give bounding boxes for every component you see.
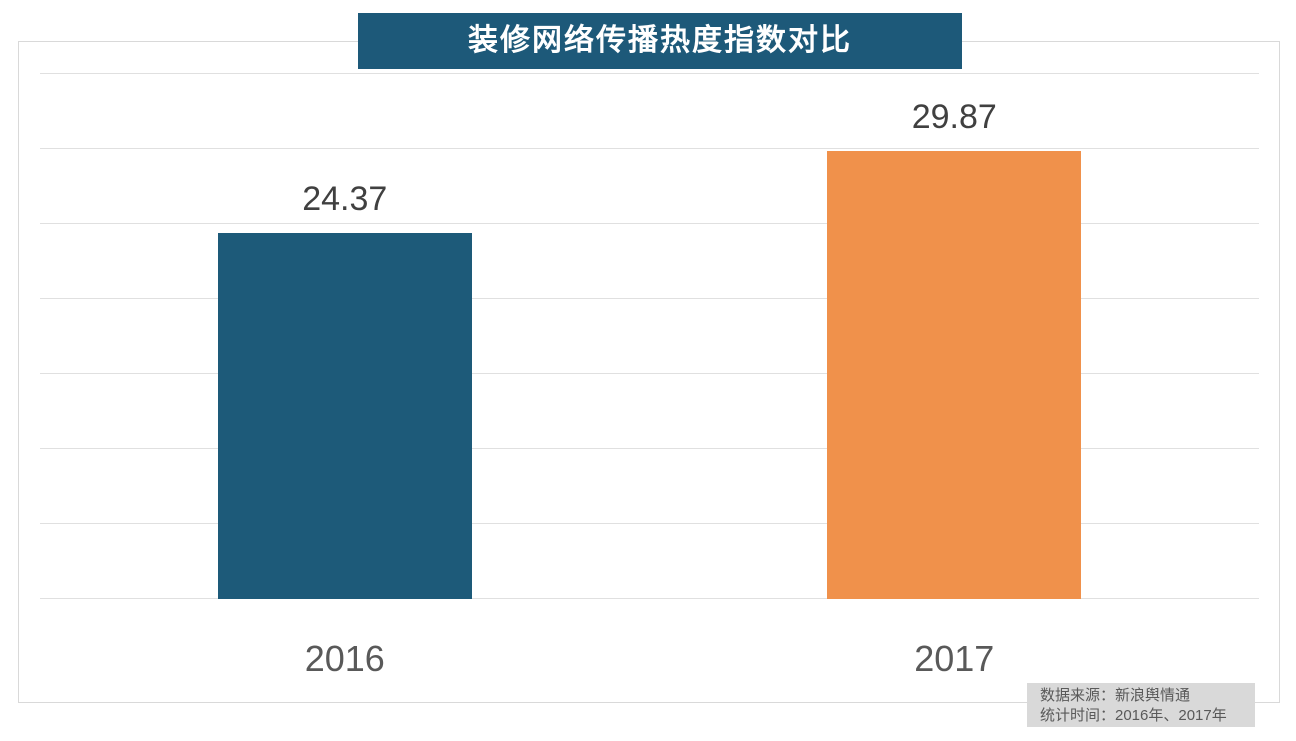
gridline-15 — [40, 373, 1259, 374]
source-line-datasource: 数据来源：新浪舆情通 — [1040, 687, 1191, 704]
gridline-25 — [40, 223, 1259, 224]
chart-title: 装修网络传播热度指数对比 — [468, 24, 852, 57]
category-label-2017: 2017 — [914, 638, 995, 679]
gridline-20 — [40, 298, 1259, 299]
source-note-box: 数据来源：新浪舆情通 统计时间：2016年、2017年 — [1027, 683, 1255, 727]
value-label-2016: 24.37 — [302, 180, 388, 219]
plot-area: 24.37 2016 29.87 2017 — [40, 73, 1259, 677]
gridline-35 — [40, 73, 1259, 74]
bar-2016 — [217, 233, 472, 599]
gridline-0 — [40, 598, 1259, 599]
gridline-30 — [40, 148, 1259, 149]
chart-frame: 24.37 2016 29.87 2017 — [18, 41, 1280, 703]
source-line-period: 统计时间：2016年、2017年 — [1040, 707, 1227, 724]
category-label-2016: 2016 — [304, 638, 385, 679]
chart-title-banner: 装修网络传播热度指数对比 — [358, 13, 962, 69]
value-label-2017: 29.87 — [911, 97, 997, 136]
gridline-5 — [40, 523, 1259, 524]
bar-2017 — [827, 150, 1082, 599]
gridline-10 — [40, 448, 1259, 449]
